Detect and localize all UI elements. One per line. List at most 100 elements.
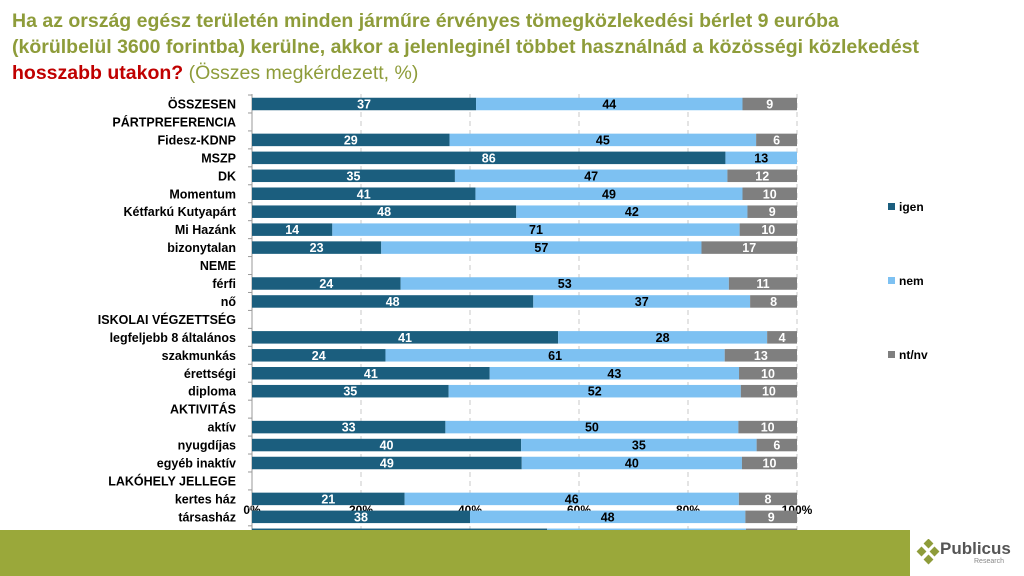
row-label: panel — [203, 528, 236, 530]
data-label: 48 — [386, 295, 400, 309]
data-label: 44 — [602, 98, 616, 112]
bar-segment-nt-nv — [741, 456, 797, 470]
bar-segment-nt-nv — [701, 241, 797, 254]
bar-segment-igen — [252, 367, 490, 380]
bar-segment-nem — [521, 438, 757, 452]
bar-segment-nt-nv — [767, 331, 797, 344]
title-line-3: hosszabb utakon? (Összes megkérdezett, %… — [12, 60, 1012, 86]
legend-swatch — [888, 277, 895, 284]
data-label: 35 — [640, 528, 654, 530]
bar-segment-nt-nv — [756, 133, 797, 147]
bar-segment-nem — [454, 169, 728, 183]
data-label: 29 — [344, 133, 358, 147]
legend-swatch — [888, 203, 895, 210]
legend-label: nt/nv — [899, 348, 928, 362]
logo-name: Publicus — [940, 539, 1011, 558]
data-label: 14 — [285, 223, 299, 237]
bar-segment-nem — [489, 367, 740, 380]
data-label: 10 — [763, 187, 777, 201]
group-header-label: PÁRTPREFERENCIA — [112, 114, 236, 129]
row-label: társasház — [178, 510, 236, 524]
bar-segment-igen — [252, 331, 559, 344]
data-label: 10 — [762, 385, 776, 399]
bar-segment-nem — [448, 384, 741, 398]
bar-segment-nt-nv — [747, 205, 797, 218]
bar-segment-nem — [332, 223, 740, 236]
row-label: szakmunkás — [162, 349, 236, 363]
data-label: 37 — [635, 295, 649, 309]
bar-segment-nt-nv — [728, 277, 797, 290]
logo-sub: Research — [974, 558, 1004, 565]
row-label: Mi Hazánk — [175, 223, 236, 237]
data-label: 17 — [742, 241, 756, 255]
data-label: 40 — [625, 457, 639, 471]
bar-segment-nem — [445, 420, 739, 434]
bar-segment-igen — [252, 169, 455, 183]
data-label: 45 — [596, 133, 610, 147]
bar-segment-igen — [252, 151, 726, 165]
bar-segment-nem — [404, 492, 739, 506]
data-label: 52 — [393, 528, 407, 530]
data-label: 35 — [632, 439, 646, 453]
data-label: 57 — [534, 241, 548, 255]
data-label: 9 — [768, 528, 775, 530]
legend-swatch — [888, 351, 895, 358]
bar-segment-nt-nv — [739, 223, 797, 236]
data-label: 12 — [755, 169, 769, 183]
row-label: nő — [221, 295, 237, 309]
data-label: 48 — [377, 205, 391, 219]
data-label: 0 — [797, 151, 804, 165]
data-label: 40 — [380, 439, 394, 453]
bar-segment-nt-nv — [724, 349, 797, 362]
bar-segment-nem — [385, 349, 725, 362]
bar-segment-igen — [252, 295, 534, 308]
bar-segment-nem — [476, 97, 743, 111]
data-label: 38 — [354, 510, 368, 524]
legend-label: igen — [899, 200, 924, 214]
data-label: 9 — [766, 98, 773, 112]
bar-segment-igen — [252, 492, 405, 506]
data-label: 23 — [310, 241, 324, 255]
data-label: 10 — [763, 457, 777, 471]
row-label: kertes ház — [175, 492, 236, 506]
bar-segment-igen — [252, 205, 517, 218]
bar-segment-nt-nv — [738, 420, 797, 434]
bar-segment-nem — [475, 187, 743, 200]
data-label: 6 — [773, 133, 780, 147]
row-label: diploma — [188, 385, 237, 399]
bar-segment-nt-nv — [745, 510, 797, 524]
data-label: 11 — [756, 277, 769, 291]
data-label: 50 — [585, 421, 599, 435]
title-subtitle: (Összes megkérdezett, %) — [188, 62, 419, 84]
row-label: legfeljebb 8 általános — [110, 331, 236, 345]
data-label: 13 — [754, 151, 768, 165]
bar-segment-igen — [252, 384, 449, 398]
data-label: 71 — [529, 223, 543, 237]
row-label: Fidesz-KDNP — [158, 133, 236, 147]
group-header-label: NEME — [200, 259, 236, 273]
row-label: DK — [218, 169, 236, 183]
data-label: 61 — [548, 349, 562, 363]
logo-diamond-icon — [916, 539, 940, 565]
data-label: 35 — [347, 169, 361, 183]
data-label: 21 — [321, 492, 335, 506]
data-label: 8 — [770, 295, 777, 309]
bar-segment-nt-nv — [742, 97, 797, 111]
row-label: nyugdíjas — [178, 439, 236, 453]
row-label: Kétfarkú Kutyapárt — [123, 205, 236, 219]
data-label: 24 — [319, 277, 333, 291]
bar-segment-nt-nv — [740, 384, 797, 398]
row-label: férfi — [212, 277, 236, 291]
data-label: 10 — [761, 421, 775, 435]
row-label: aktív — [208, 421, 237, 435]
data-label: 37 — [357, 98, 371, 112]
chart-title: Ha az ország egész területén minden járm… — [12, 8, 1012, 86]
group-header-label: AKTIVITÁS — [170, 402, 236, 417]
footer-band — [0, 530, 910, 576]
bar-segment-nem — [381, 241, 702, 254]
bar-segment-nem — [449, 133, 757, 147]
bar-segment-nt-nv — [750, 295, 797, 308]
data-label: 49 — [602, 187, 616, 201]
bar-segment-igen — [252, 223, 333, 236]
data-label: 4 — [779, 331, 786, 345]
